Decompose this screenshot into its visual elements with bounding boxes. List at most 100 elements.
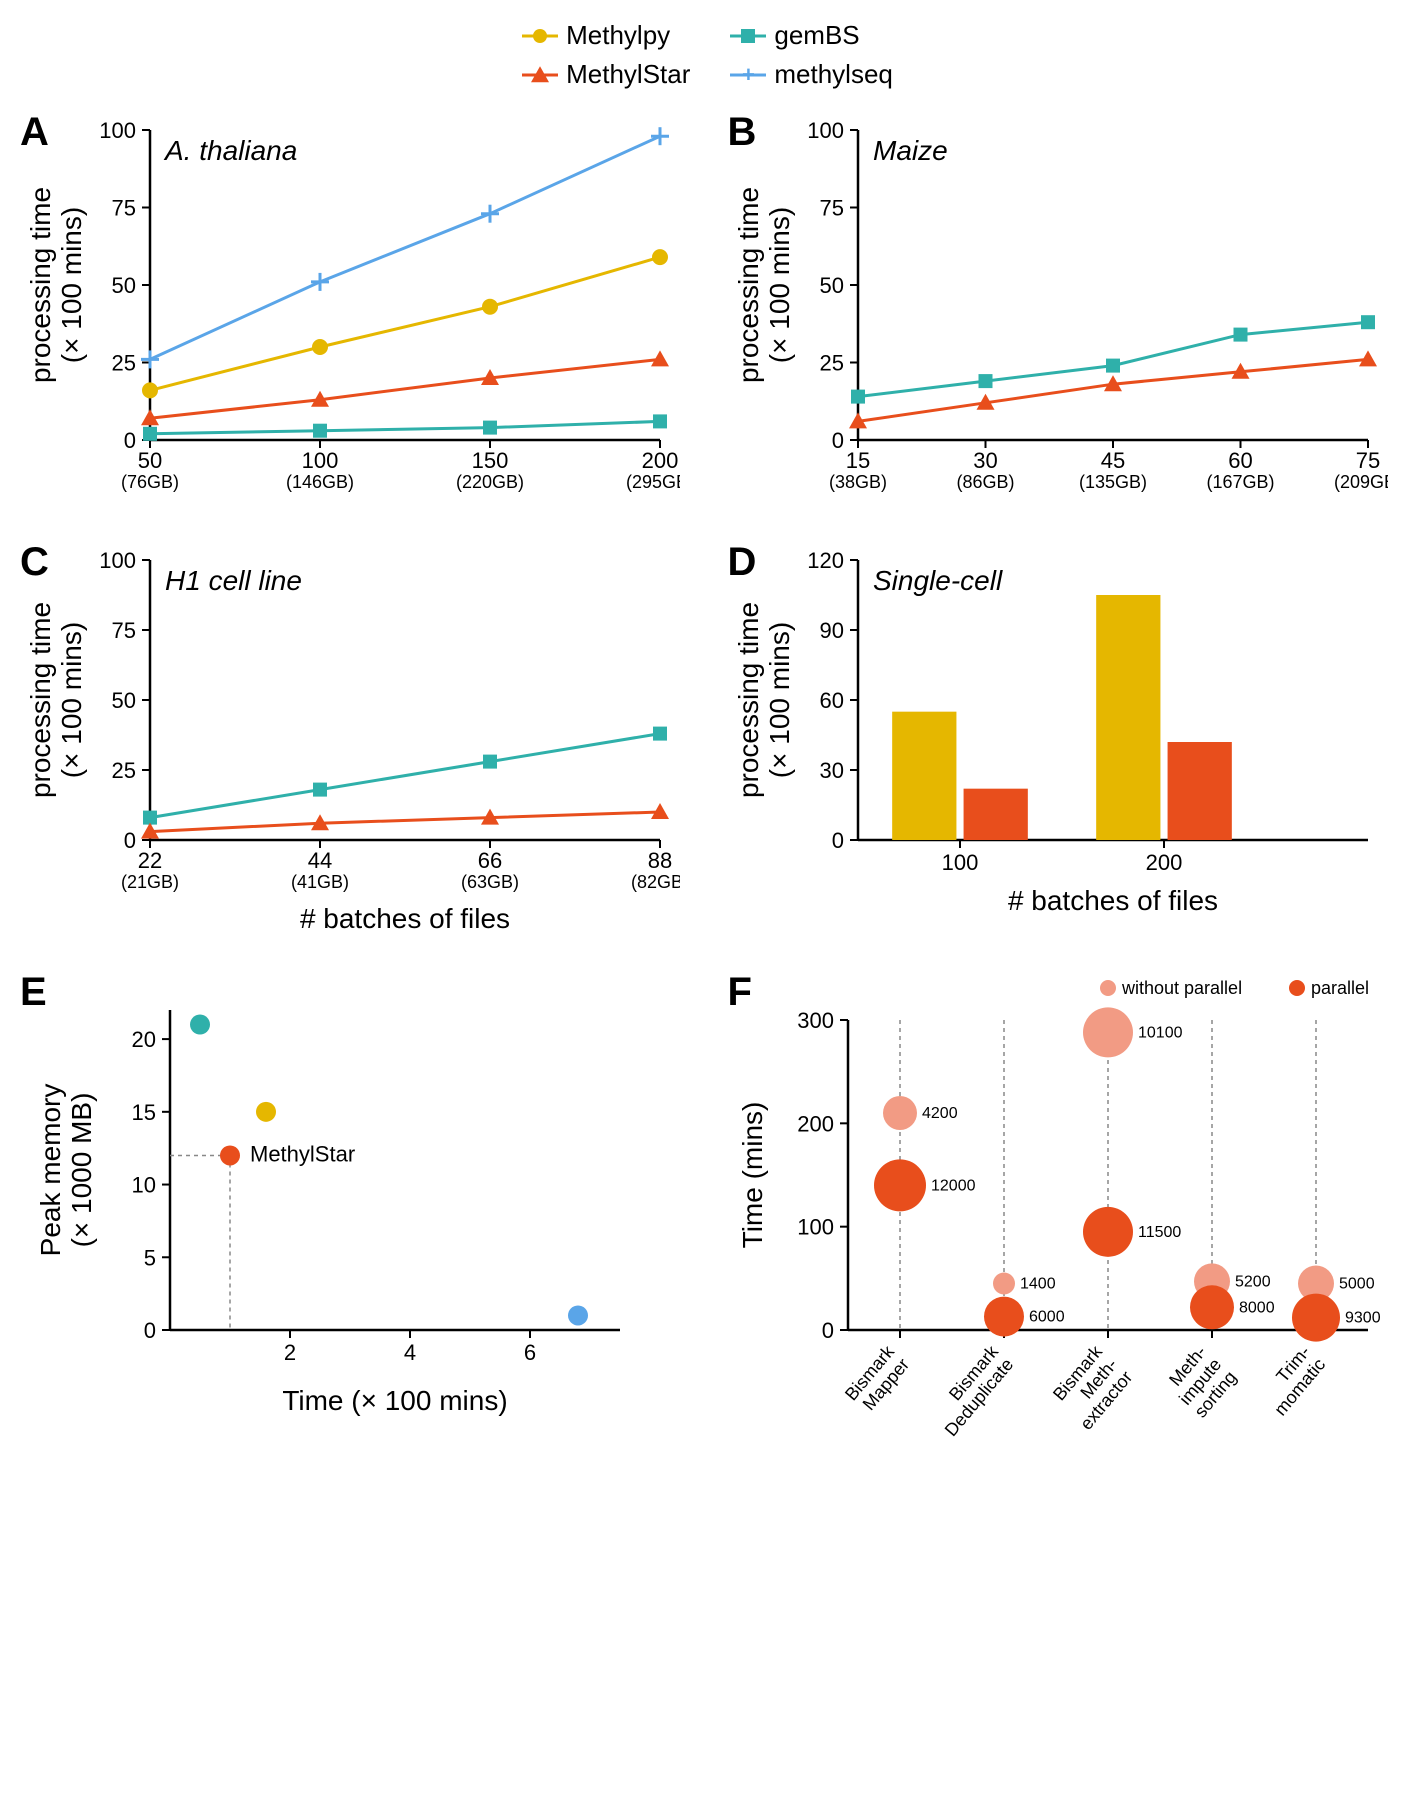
svg-text:# batches of files: # batches of files: [300, 903, 510, 934]
svg-text:H1 cell line: H1 cell line: [165, 565, 302, 596]
panel-a: A 025507510050(76GB)100(146GB)150(220GB)…: [20, 110, 688, 510]
svg-text:(167GB): (167GB): [1206, 472, 1274, 492]
panel-c: C 025507510022(21GB)44(41GB)66(63GB)88(8…: [20, 540, 688, 940]
svg-text:20: 20: [132, 1027, 156, 1052]
svg-text:100: 100: [99, 548, 136, 573]
svg-text:parallel: parallel: [1311, 978, 1369, 998]
panel-label-b: B: [728, 110, 757, 155]
svg-text:Single-cell: Single-cell: [873, 565, 1003, 596]
svg-text:(209GB): (209GB): [1333, 472, 1387, 492]
svg-text:BismarkDeduplicate: BismarkDeduplicate: [925, 1341, 1017, 1440]
svg-text:50: 50: [819, 273, 843, 298]
panel-e: E 0 5 10 15 20 2 4 6 Peak memory(× 1000 MB) Time …: [20, 970, 688, 1450]
svg-text:60: 60: [1228, 448, 1252, 473]
svg-text:100: 100: [99, 118, 136, 143]
svg-text:Meth-imputesorting: Meth-imputesorting: [1160, 1342, 1240, 1422]
panel-label-a: A: [20, 110, 49, 155]
legend-item-methylpy: Methylpy: [522, 20, 690, 51]
legend-label: Methylpy: [566, 20, 670, 51]
svg-text:5000: 5000: [1339, 1276, 1375, 1293]
legend-item-methylseq: + methylseq: [730, 59, 893, 90]
svg-text:# batches of files: # batches of files: [1007, 885, 1217, 916]
svg-text:200: 200: [642, 448, 679, 473]
legend-label: gemBS: [774, 20, 859, 51]
svg-text:(63GB): (63GB): [461, 872, 519, 892]
svg-text:6000: 6000: [1029, 1309, 1065, 1326]
svg-text:BismarkMapper: BismarkMapper: [840, 1341, 913, 1417]
svg-text:2: 2: [284, 1340, 296, 1365]
svg-text:8000: 8000: [1239, 1299, 1275, 1316]
svg-text:(38GB): (38GB): [828, 472, 886, 492]
svg-text:(135GB): (135GB): [1078, 472, 1146, 492]
svg-text:0: 0: [124, 828, 136, 853]
figure-root: Methylpy MethylStar gemBS + methylseq A …: [20, 20, 1395, 1450]
svg-text:4: 4: [404, 1340, 416, 1365]
legend-label: MethylStar: [566, 59, 690, 90]
legend-top: Methylpy MethylStar gemBS + methylseq: [20, 20, 1395, 90]
svg-text:0: 0: [831, 428, 843, 453]
svg-text:150: 150: [472, 448, 509, 473]
svg-text:25: 25: [112, 351, 136, 376]
svg-text:6: 6: [524, 1340, 536, 1365]
svg-text:0: 0: [821, 1318, 833, 1343]
svg-text:without parallel: without parallel: [1121, 978, 1242, 998]
svg-text:Time (× 100 mins): Time (× 100 mins): [282, 1385, 507, 1416]
svg-text:100: 100: [797, 1215, 834, 1240]
chart-e: 0 5 10 15 20 2 4 6 Peak memory(× 1000 MB) Time (×…: [20, 970, 680, 1430]
svg-text:300: 300: [797, 1008, 834, 1033]
svg-text:A. thaliana: A. thaliana: [163, 135, 297, 166]
svg-text:10: 10: [132, 1173, 156, 1198]
svg-text:5200: 5200: [1235, 1273, 1271, 1290]
svg-text:15: 15: [132, 1100, 156, 1125]
panel-label-e: E: [20, 970, 47, 1015]
svg-text:11500: 11500: [1138, 1224, 1181, 1241]
svg-text:0: 0: [831, 828, 843, 853]
svg-text:(86GB): (86GB): [956, 472, 1014, 492]
svg-text:22: 22: [138, 848, 162, 873]
legend-item-methylstar: MethylStar: [522, 59, 690, 90]
panel-label-f: F: [728, 970, 752, 1015]
svg-text:50: 50: [112, 688, 136, 713]
svg-text:4200: 4200: [922, 1105, 958, 1122]
svg-text:(76GB): (76GB): [121, 472, 179, 492]
svg-text:BismarkMeth-extractor: BismarkMeth-extractor: [1045, 1341, 1136, 1434]
legend-item-gembs: gemBS: [730, 20, 893, 51]
svg-text:75: 75: [112, 618, 136, 643]
svg-text:75: 75: [819, 196, 843, 221]
svg-text:0: 0: [124, 428, 136, 453]
panels-grid: A 025507510050(76GB)100(146GB)150(220GB)…: [20, 110, 1395, 1450]
svg-text:processing time(× 100 mins): processing time(× 100 mins): [733, 187, 795, 383]
svg-text:25: 25: [112, 758, 136, 783]
svg-text:25: 25: [819, 351, 843, 376]
svg-text:30: 30: [973, 448, 997, 473]
svg-text:100: 100: [807, 118, 844, 143]
svg-text:Peak memory(× 1000 MB): Peak memory(× 1000 MB): [35, 1084, 97, 1257]
svg-text:(82GB): (82GB): [631, 872, 680, 892]
svg-text:9300: 9300: [1345, 1310, 1381, 1327]
chart-d: 0306090120100200processing time(× 100 mi…: [728, 540, 1388, 940]
svg-text:100: 100: [941, 850, 978, 875]
svg-text:88: 88: [648, 848, 672, 873]
svg-text:200: 200: [1145, 850, 1182, 875]
svg-text:(146GB): (146GB): [286, 472, 354, 492]
legend-label: methylseq: [774, 59, 893, 90]
svg-text:100: 100: [302, 448, 339, 473]
svg-text:processing time(× 100 mins): processing time(× 100 mins): [25, 187, 87, 383]
chart-a: 025507510050(76GB)100(146GB)150(220GB)20…: [20, 110, 680, 510]
svg-text:(220GB): (220GB): [456, 472, 524, 492]
chart-b: 025507510015(38GB)30(86GB)45(135GB)60(16…: [728, 110, 1388, 510]
svg-text:10100: 10100: [1138, 1024, 1183, 1041]
svg-text:50: 50: [138, 448, 162, 473]
svg-text:1400: 1400: [1020, 1276, 1056, 1293]
svg-text:0: 0: [144, 1318, 156, 1343]
svg-text:44: 44: [308, 848, 332, 873]
svg-text:Time (mins): Time (mins): [737, 1102, 768, 1249]
svg-text:Trim-momatic: Trim-momatic: [1255, 1342, 1329, 1420]
svg-text:45: 45: [1100, 448, 1124, 473]
svg-text:75: 75: [1355, 448, 1379, 473]
chart-c: 025507510022(21GB)44(41GB)66(63GB)88(82G…: [20, 540, 680, 940]
panel-b: B 025507510015(38GB)30(86GB)45(135GB)60(…: [728, 110, 1396, 510]
svg-text:5: 5: [144, 1245, 156, 1270]
svg-text:(295GB): (295GB): [626, 472, 680, 492]
panel-d: D 0306090120100200processing time(× 100 …: [728, 540, 1396, 940]
